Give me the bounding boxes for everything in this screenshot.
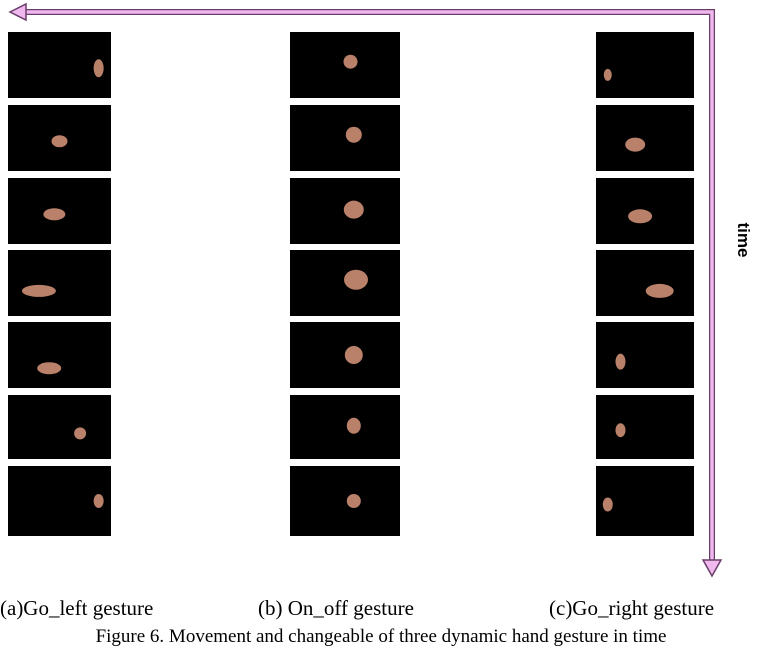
hand — [94, 59, 104, 77]
hand — [344, 201, 364, 219]
panel-label: (c)Go_right gesture — [549, 596, 714, 620]
video-frame — [8, 322, 111, 388]
video-frame — [596, 105, 694, 171]
frames — [8, 32, 694, 536]
video-frame — [596, 32, 694, 98]
panel-label: (b) On_off gesture — [258, 596, 414, 620]
video-frame — [596, 395, 694, 459]
hand — [52, 135, 68, 147]
panel-label: (a)Go_left gesture — [0, 596, 153, 620]
video-frame — [596, 322, 694, 388]
hand — [37, 362, 61, 374]
caption: Figure 6. Movement and changeable of thr… — [96, 626, 667, 647]
hand — [347, 494, 361, 508]
hand — [616, 423, 626, 437]
hand — [345, 346, 363, 364]
hand — [43, 208, 65, 220]
hand — [344, 55, 358, 69]
hand — [344, 270, 368, 290]
hand — [22, 285, 56, 297]
hand — [625, 138, 645, 152]
hand — [347, 418, 361, 434]
hand — [604, 69, 612, 81]
video-frame — [290, 105, 400, 171]
video-frame — [8, 395, 111, 459]
axis-label: time — [734, 223, 753, 258]
figure: time (a)Go_left gesture (b) On_off gestu… — [0, 0, 762, 650]
hand — [646, 284, 674, 298]
hand — [346, 127, 362, 143]
hand — [628, 209, 652, 223]
hand — [616, 354, 626, 370]
hand — [94, 494, 104, 508]
hand — [74, 427, 86, 439]
video-frame — [596, 250, 694, 316]
video-frame — [290, 466, 400, 536]
page: time (a)Go_left gesture (b) On_off gestu… — [0, 0, 762, 650]
hand — [603, 498, 613, 512]
video-frame — [290, 395, 400, 459]
video-frame — [8, 250, 111, 316]
